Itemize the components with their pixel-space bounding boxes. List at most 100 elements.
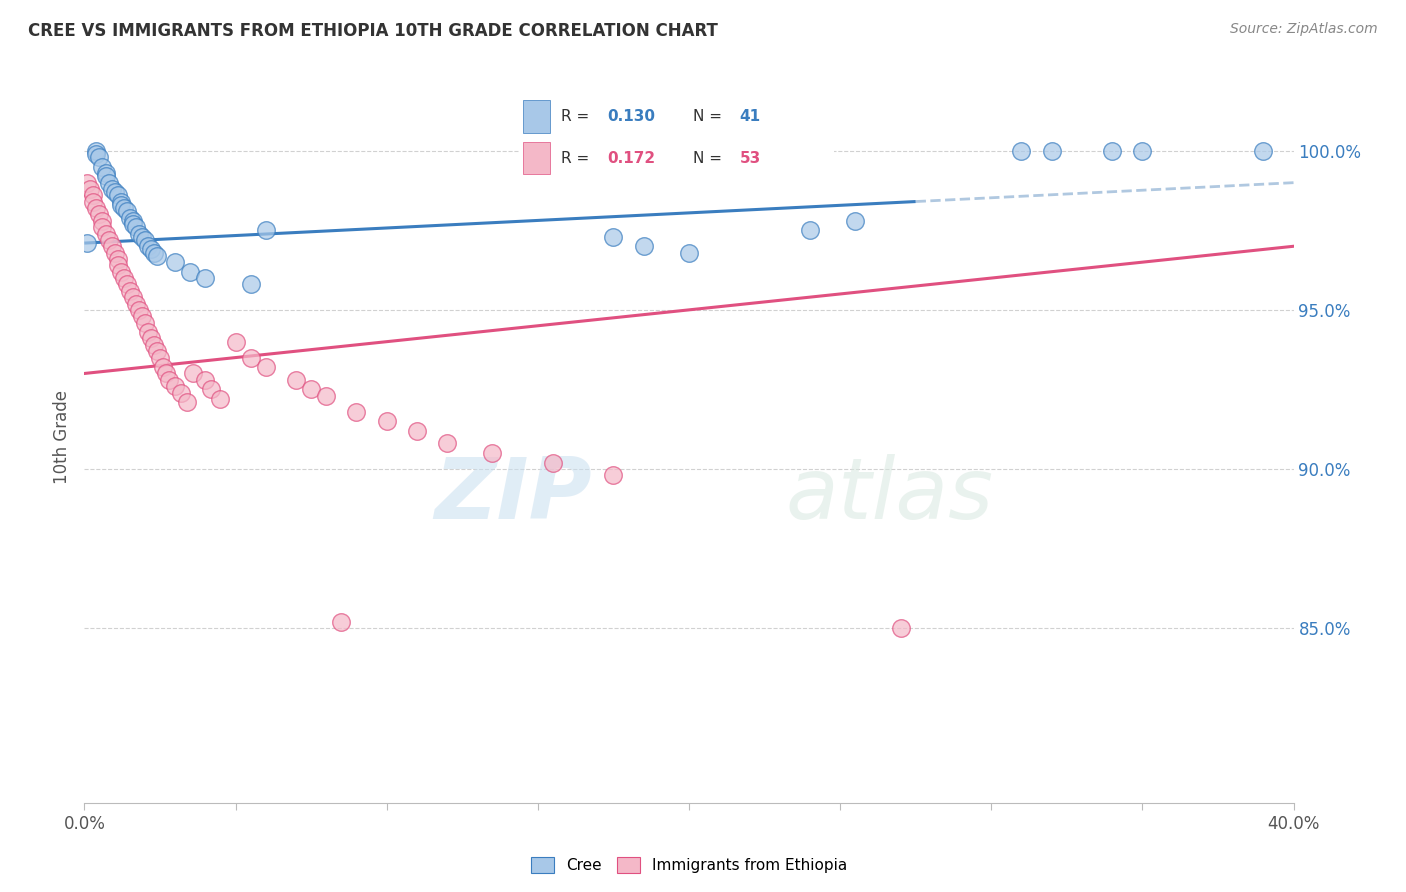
Point <box>209 392 232 406</box>
Text: CREE VS IMMIGRANTS FROM ETHIOPIA 10TH GRADE CORRELATION CHART: CREE VS IMMIGRANTS FROM ETHIOPIA 10TH GR… <box>28 22 718 40</box>
Point <box>131 310 153 324</box>
Point <box>110 265 132 279</box>
Point <box>121 214 143 228</box>
Point <box>142 338 165 352</box>
Point <box>194 373 217 387</box>
Point <box>165 379 187 393</box>
Point <box>1253 144 1275 158</box>
Point <box>115 204 138 219</box>
Point <box>121 217 143 231</box>
Point <box>97 176 120 190</box>
Point <box>121 290 143 304</box>
Point <box>136 239 159 253</box>
Point <box>112 271 135 285</box>
Point <box>91 214 114 228</box>
Point <box>890 621 912 635</box>
Point <box>118 211 141 225</box>
Point <box>97 233 120 247</box>
Point <box>134 233 156 247</box>
Point <box>86 201 108 215</box>
Point <box>346 404 368 418</box>
Point <box>165 255 187 269</box>
Point <box>128 227 150 241</box>
Point <box>142 245 165 260</box>
Point <box>602 229 624 244</box>
Point <box>1130 144 1153 158</box>
Point <box>79 182 101 196</box>
Text: atlas: atlas <box>786 454 994 537</box>
Point <box>149 351 172 365</box>
Point <box>94 169 117 184</box>
Point <box>155 367 177 381</box>
Point <box>110 194 132 209</box>
Point <box>139 243 162 257</box>
Point <box>110 198 132 212</box>
Point <box>170 385 193 400</box>
Point <box>799 223 821 237</box>
Point <box>633 239 655 253</box>
Point <box>375 414 398 428</box>
Point <box>82 194 104 209</box>
Point <box>86 147 108 161</box>
Point <box>239 277 262 292</box>
Point <box>146 344 169 359</box>
Point <box>152 360 174 375</box>
Point <box>104 185 127 199</box>
Point <box>239 351 262 365</box>
Point <box>194 271 217 285</box>
Point <box>104 245 127 260</box>
Point <box>436 436 458 450</box>
Point <box>89 150 111 164</box>
Point <box>107 258 129 272</box>
Point <box>125 296 148 310</box>
Point <box>315 389 337 403</box>
Point <box>299 383 322 397</box>
Point <box>254 360 277 375</box>
Point <box>146 249 169 263</box>
Point <box>541 456 564 470</box>
Point <box>136 325 159 339</box>
Point <box>330 615 353 629</box>
Point <box>481 446 503 460</box>
Point <box>91 220 114 235</box>
Point <box>125 220 148 235</box>
Point <box>112 201 135 215</box>
Point <box>181 367 204 381</box>
Point <box>176 395 198 409</box>
Point <box>100 182 122 196</box>
Point <box>115 277 138 292</box>
Point <box>1011 144 1033 158</box>
Point <box>107 188 129 202</box>
Point <box>139 331 162 345</box>
Point <box>94 166 117 180</box>
Point <box>128 302 150 317</box>
Point <box>118 284 141 298</box>
Point <box>76 176 98 190</box>
Point <box>225 334 247 349</box>
Point <box>1040 144 1063 158</box>
Point <box>602 468 624 483</box>
Text: ZIP: ZIP <box>434 454 592 537</box>
Text: Source: ZipAtlas.com: Source: ZipAtlas.com <box>1230 22 1378 37</box>
Point <box>678 245 700 260</box>
Y-axis label: 10th Grade: 10th Grade <box>53 390 72 484</box>
Point <box>107 252 129 266</box>
Point <box>131 229 153 244</box>
Point <box>406 424 429 438</box>
Point <box>157 373 180 387</box>
Point <box>844 214 866 228</box>
Legend: Cree, Immigrants from Ethiopia: Cree, Immigrants from Ethiopia <box>524 851 853 880</box>
Point <box>134 316 156 330</box>
Point <box>82 188 104 202</box>
Point <box>254 223 277 237</box>
Point <box>285 373 308 387</box>
Point <box>76 236 98 251</box>
Point <box>1101 144 1123 158</box>
Point <box>100 239 122 253</box>
Point <box>94 227 117 241</box>
Point <box>89 207 111 221</box>
Point <box>91 160 114 174</box>
Point <box>86 144 108 158</box>
Point <box>179 265 201 279</box>
Point <box>200 383 222 397</box>
